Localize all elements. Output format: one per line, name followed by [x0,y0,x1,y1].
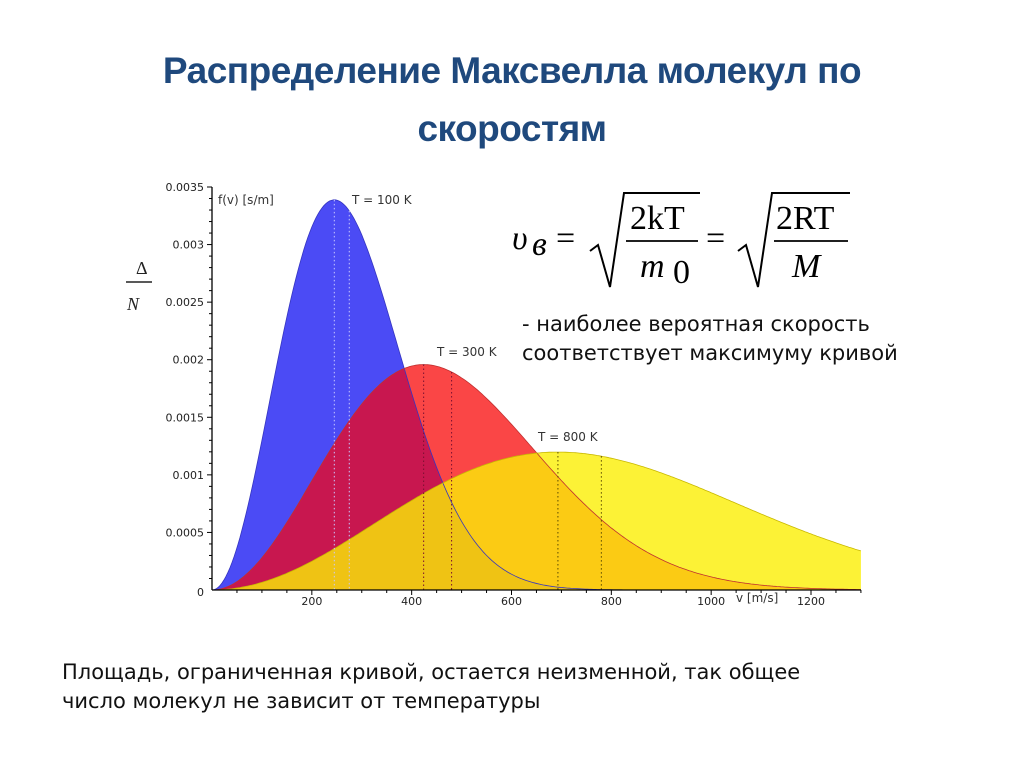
title-line-1: Распределение Максвелла молекул по [162,50,862,91]
series-labels: T = 100 K T = 300 K T = 800 K [351,193,599,444]
title-line-2: скоростям [417,108,607,149]
frac1-numerator: 2kT [630,200,685,237]
sqrt-sign-1 [589,192,700,288]
slide-title: Распределение Максвелла молекул по скоро… [0,42,1024,158]
chart-axes: 200 400 600 800 1000 1200 0 0.0005 0.001 0.0015 0.… [166,181,862,608]
overlap-all [212,483,861,590]
x-tick-label: 400 [401,595,422,608]
y-tick-label: 0.0015 [166,411,205,424]
cropped-axis-fraction: Δ N [126,258,152,314]
x-axis-label: v [m/s] [736,591,778,605]
distribution-areas [211,199,862,591]
area-conservation-note: Площадь, ограниченная кривой, остается н… [62,658,982,716]
y-tick-label: 0.001 [173,469,205,482]
most-probable-speed-formula: υ в = 2kT m 0 = 2RT M [512,192,850,290]
y-tick-label: 0.0025 [166,296,205,309]
formula-equals-1: = [556,220,575,257]
y-tick-label: 0 [197,586,204,599]
speed-guide-lines [333,199,602,590]
x-tick-label: 200 [301,595,322,608]
y-axis-label: f(v) [s/m] [218,193,274,207]
footer-line-1: Площадь, ограниченная кривой, остается н… [62,660,801,684]
series-label: T = 300 K [436,345,498,359]
frac2-denominator: M [791,248,822,285]
y-tick-label: 0.0035 [166,181,205,194]
series-label: T = 100 K [351,193,413,207]
fraction-denominator: N [126,294,140,314]
fraction-numerator: Δ [136,258,148,278]
x-tick-label: 800 [601,595,622,608]
formula-v: υ [512,220,528,257]
formula-v-subscript: в [532,226,547,263]
y-tick-label: 0.002 [173,354,205,367]
x-tick-label: 600 [501,595,522,608]
y-tick-label: 0.0005 [166,526,205,539]
curve-outline [211,364,861,591]
frac1-den-subscript: 0 [673,254,690,290]
x-tick-label: 1200 [797,595,825,608]
note-line-2: соответствует максимуму кривой [522,341,898,365]
frac1-denominator: m [640,248,665,285]
y-tick-label: 0.003 [173,239,205,252]
most-probable-speed-note: - наиболее вероятная скорость соответств… [522,310,898,368]
x-tick-label: 1000 [697,595,725,608]
curve-outline [212,451,862,591]
series-label: T = 800 K [537,430,599,444]
sqrt-sign-2 [737,192,850,288]
formula-equals-2: = [706,220,725,257]
footer-line-2: число молекул не зависит от температуры [62,689,541,713]
frac2-numerator: 2RT [776,200,835,237]
note-line-1: - наиболее вероятная скорость [522,312,870,336]
